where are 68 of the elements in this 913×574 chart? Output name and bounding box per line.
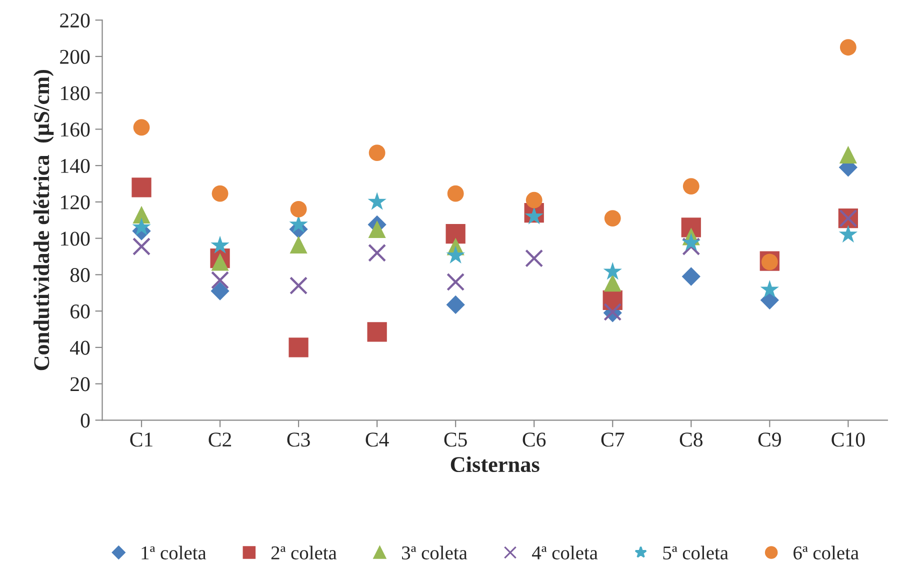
- y-tick-label: 200: [60, 50, 90, 64]
- point: [760, 280, 779, 298]
- point: [367, 322, 387, 342]
- y-axis-title: Condutividade elétrica (µS/cm): [33, 70, 54, 370]
- y-tick-label: 40: [70, 340, 90, 355]
- y-tick-label: 160: [61, 122, 90, 137]
- point: [210, 236, 230, 254]
- point: [524, 206, 544, 224]
- y-tick-label: 180: [61, 86, 90, 100]
- point: [447, 185, 464, 202]
- legend-label: 1ª coleta: [142, 546, 206, 560]
- x-tick-label: C5: [444, 432, 467, 447]
- x-tick-label: C3: [287, 432, 310, 447]
- legend-label: 5ª coleta: [663, 546, 728, 560]
- legend-label: 3ª coleta: [402, 546, 468, 560]
- point: [212, 185, 228, 202]
- point: [132, 237, 151, 256]
- point: [133, 119, 150, 136]
- point: [526, 192, 542, 208]
- point: [604, 274, 622, 292]
- point: [446, 224, 466, 244]
- x-tick-label: C7: [601, 432, 624, 447]
- point: [525, 249, 544, 268]
- point: [368, 144, 386, 162]
- point: [446, 272, 465, 291]
- point: [682, 267, 700, 286]
- point: [290, 201, 307, 218]
- y-tick-label: 20: [70, 377, 90, 392]
- x-tick-label: C10: [832, 432, 865, 447]
- point: [446, 246, 465, 264]
- y-tick-label: 140: [61, 158, 90, 174]
- y-tick-label: 60: [70, 304, 90, 318]
- y-tick-label: 80: [70, 268, 90, 282]
- point: [368, 244, 386, 262]
- point: [211, 271, 230, 290]
- point: [368, 220, 386, 238]
- point: [839, 146, 857, 164]
- legend-label: 2ª coleta: [271, 546, 337, 560]
- x-tick-label: C6: [522, 432, 546, 447]
- point: [604, 210, 621, 227]
- point: [210, 282, 230, 300]
- point: [132, 206, 150, 224]
- y-tick-label: 120: [61, 195, 90, 210]
- point: [290, 276, 308, 295]
- point: [840, 39, 856, 56]
- y-tick-label: 220: [60, 13, 90, 28]
- point: [682, 233, 700, 251]
- point: [290, 236, 308, 254]
- y-tick-label: 100: [61, 232, 90, 246]
- legend-label: 4ª coleta: [532, 546, 598, 560]
- point: [682, 178, 700, 195]
- x-tick-label: C9: [758, 432, 781, 447]
- point: [211, 253, 229, 271]
- point: [368, 192, 386, 210]
- x-tick-label: C4: [366, 432, 389, 447]
- point: [603, 262, 622, 280]
- x-axis-title: Cisternas: [450, 456, 540, 472]
- point: [682, 237, 700, 256]
- point: [288, 338, 308, 358]
- x-tick-label: C2: [208, 432, 232, 447]
- point: [446, 295, 465, 314]
- point: [132, 218, 151, 236]
- legend-label: 6ª coleta: [794, 546, 859, 560]
- y-tick-label: 0: [80, 414, 90, 428]
- point: [132, 178, 152, 198]
- x-tick-label: C1: [130, 432, 152, 447]
- point: [838, 224, 858, 243]
- x-tick-label: C8: [680, 432, 703, 447]
